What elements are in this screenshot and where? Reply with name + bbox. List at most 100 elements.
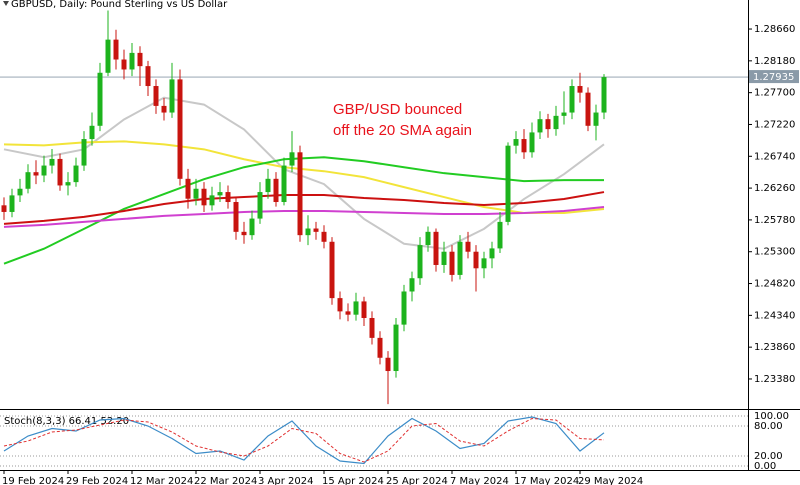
- candle-body: [113, 39, 119, 60]
- moving-average: [3, 205, 605, 228]
- stoch-tick-label: 80.00: [754, 421, 783, 432]
- candle-body: [521, 139, 527, 153]
- candle-body: [329, 241, 335, 299]
- candle-body: [121, 59, 127, 70]
- candle-body: [505, 145, 511, 222]
- stoch-title: Stoch(8,3,3) 66.41 52.20: [4, 416, 129, 427]
- candle-body: [33, 172, 39, 176]
- candle-body: [297, 152, 303, 236]
- x-tick-label: 29 Feb 2024: [66, 476, 128, 485]
- x-tick-label: 29 May 2024: [578, 476, 643, 485]
- candle-body: [393, 324, 399, 372]
- y-tick-label: 1.27700: [754, 88, 795, 99]
- x-tick-label: 17 May 2024: [514, 476, 579, 485]
- y-tick-label: 1.25780: [754, 215, 795, 226]
- y-tick-label: 1.28180: [754, 56, 795, 67]
- moving-average: [3, 140, 605, 214]
- candle-body: [201, 188, 207, 206]
- title-icon: [3, 1, 9, 6]
- x-tick-label: 15 Apr 2024: [322, 476, 384, 485]
- candle-body: [369, 317, 375, 338]
- candle-body: [185, 178, 191, 199]
- candle-body: [153, 86, 159, 106]
- candle-body: [537, 119, 543, 133]
- candle-body: [385, 357, 391, 372]
- candle-body: [425, 231, 431, 246]
- y-tick-label: 1.24340: [754, 310, 795, 321]
- chart-title: GBPUSD, Daily: Pound Sterling vs US Doll…: [11, 0, 228, 10]
- candle-body: [465, 241, 471, 252]
- candle-body: [105, 39, 111, 73]
- candle-body: [89, 125, 95, 140]
- candle-body: [49, 158, 55, 166]
- y-tick-label: 1.26740: [754, 151, 795, 162]
- candle-body: [601, 77, 607, 113]
- candle-body: [433, 231, 439, 265]
- candle-body: [1, 205, 7, 212]
- moving-average: [3, 156, 604, 265]
- candle-body: [473, 251, 479, 269]
- candle-body: [25, 172, 31, 189]
- candle-body: [577, 86, 583, 93]
- candle-body: [377, 337, 383, 358]
- y-tick-label: 1.24820: [754, 279, 795, 290]
- candle-body: [529, 132, 535, 153]
- candle-body: [481, 258, 487, 269]
- candle-body: [313, 228, 319, 232]
- x-tick-label: 19 Feb 2024: [2, 476, 64, 485]
- candle-body: [585, 92, 591, 126]
- candle-body: [249, 218, 255, 236]
- candle-body: [129, 52, 135, 70]
- candle-body: [209, 195, 215, 206]
- candle-body: [457, 241, 463, 275]
- stoch-tick-label: 100.00: [754, 411, 789, 422]
- candle-body: [217, 192, 223, 196]
- x-tick-label: 7 May 2024: [450, 476, 509, 485]
- x-tick-label: 25 Apr 2024: [386, 476, 448, 485]
- candle-body: [441, 251, 447, 265]
- candle-body: [81, 139, 87, 166]
- candle-body: [17, 188, 23, 196]
- candle-body: [569, 86, 575, 113]
- candle-body: [57, 158, 63, 186]
- stoch-tick-label: 0.00: [754, 461, 776, 472]
- candle-body: [233, 202, 239, 232]
- candle-body: [417, 245, 423, 279]
- candle-body: [289, 152, 295, 166]
- candle-body: [361, 301, 367, 318]
- candle-body: [553, 115, 559, 130]
- candle-body: [337, 298, 343, 312]
- candle-body: [241, 231, 247, 236]
- y-tick-label: 1.28660: [754, 24, 795, 35]
- annotation: off the 20 SMA again: [333, 122, 472, 139]
- candle-body: [225, 192, 231, 203]
- candle-body: [65, 182, 71, 186]
- candle-body: [41, 165, 47, 176]
- candle-body: [177, 79, 183, 179]
- candle-body: [265, 178, 271, 193]
- candle-body: [401, 291, 407, 325]
- candle-body: [545, 119, 551, 130]
- y-tick-label: 1.23860: [754, 342, 795, 353]
- candle-body: [9, 195, 15, 212]
- x-tick-label: 22 Mar 2024: [194, 476, 257, 485]
- candle-body: [161, 105, 167, 113]
- candle-body: [353, 301, 359, 315]
- last-price-tag: [749, 70, 799, 84]
- stoch-signal: [3, 417, 605, 463]
- candle-body: [497, 221, 503, 249]
- y-tick-label: 1.27220: [754, 119, 795, 130]
- candle-body: [97, 72, 103, 126]
- candle-body: [409, 278, 415, 292]
- candle-body: [345, 311, 351, 315]
- candle-body: [305, 228, 311, 236]
- annotation: GBP/USD bounced: [333, 101, 462, 118]
- candle-body: [145, 66, 151, 87]
- candle-body: [169, 79, 175, 113]
- stoch-tick-label: 20.00: [754, 451, 783, 462]
- y-tick-label: 1.25300: [754, 247, 795, 258]
- candle-body: [489, 248, 495, 259]
- moving-average: [3, 191, 605, 225]
